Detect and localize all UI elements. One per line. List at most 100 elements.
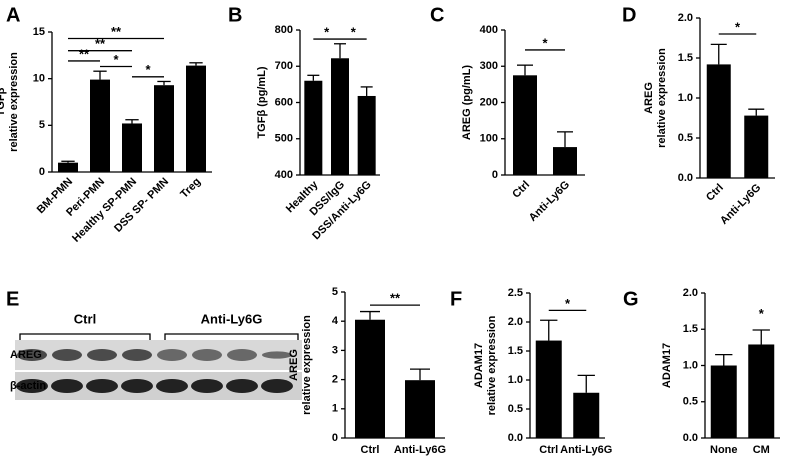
bar — [573, 392, 600, 438]
significance-label: ** — [79, 46, 90, 61]
y-axis-label: AREG — [288, 349, 300, 381]
y-tick-label: 5 — [332, 286, 338, 298]
y-tick-label: 2.0 — [508, 316, 523, 328]
y-tick-label: 0.0 — [678, 172, 693, 184]
blot-band — [156, 379, 188, 393]
y-tick-label: 500 — [275, 133, 293, 145]
bar — [304, 80, 323, 175]
x-tick-label: Anti-Ly6G — [394, 444, 446, 456]
y-tick-label: 1.5 — [683, 323, 698, 335]
group-label: Anti-Ly6G — [201, 311, 263, 326]
y-tick-label: 1.0 — [678, 92, 693, 104]
y-axis-label: relative expression — [301, 315, 313, 415]
blot-band — [87, 349, 117, 361]
y-tick-label: 0 — [332, 432, 338, 444]
significance-label: * — [324, 25, 330, 40]
significance-label: ** — [111, 24, 122, 39]
y-axis-label: TGFβ — [0, 87, 7, 116]
y-tick-label: 1.5 — [678, 52, 693, 64]
x-tick-label: Anti-Ly6G — [527, 179, 572, 224]
y-tick-label: 3 — [332, 344, 338, 356]
blot-band — [157, 349, 187, 361]
bar — [744, 115, 769, 178]
x-tick-label: Treg — [178, 176, 203, 201]
bar — [154, 85, 174, 172]
significance-label: * — [759, 306, 765, 321]
panel-letter: G — [623, 288, 639, 310]
panel-letter: D — [622, 4, 636, 26]
y-tick-label: 4 — [332, 315, 339, 327]
significance-label: ** — [95, 36, 106, 51]
significance-label: ** — [390, 291, 401, 306]
y-tick-label: 2.5 — [508, 287, 523, 299]
y-tick-label: 0 — [492, 169, 498, 181]
bar — [706, 64, 731, 178]
blot-image — [15, 340, 302, 400]
x-tick-label: CM — [753, 444, 770, 456]
x-tick-label: Ctrl — [704, 182, 726, 204]
group-label: Ctrl — [74, 311, 96, 326]
y-axis-label: AREG — [643, 82, 655, 114]
y-tick-label: 0.0 — [683, 432, 698, 444]
blot-band — [121, 379, 153, 393]
significance-label: * — [351, 25, 357, 40]
bar — [122, 123, 142, 172]
bar — [513, 75, 537, 175]
y-axis-label: relative expression — [486, 315, 498, 415]
y-axis-label: ADAM17 — [473, 343, 485, 388]
bar — [355, 319, 385, 438]
significance-label: * — [735, 19, 741, 34]
bar — [748, 344, 775, 438]
y-tick-label: 5 — [39, 119, 45, 131]
y-tick-label: 0.5 — [508, 403, 523, 415]
y-tick-label: 400 — [480, 24, 498, 36]
row-label: β-actin — [10, 380, 46, 392]
significance-label: * — [565, 296, 571, 311]
blot-band — [191, 379, 223, 393]
y-tick-label: 0.5 — [678, 132, 693, 144]
y-tick-label: 1.0 — [683, 359, 698, 371]
y-axis-label: relative expression — [8, 52, 20, 152]
y-tick-label: 300 — [480, 60, 498, 72]
y-tick-label: 0 — [39, 166, 45, 178]
panel-letter: C — [430, 4, 444, 26]
y-axis-label: AREG (pg/mL) — [461, 65, 473, 140]
bar — [535, 340, 562, 438]
blot-band — [51, 379, 83, 393]
y-tick-label: 15 — [33, 26, 45, 38]
x-tick-label: None — [710, 444, 738, 456]
y-tick-label: 400 — [275, 169, 293, 181]
bar — [90, 79, 110, 172]
significance-label: * — [145, 62, 151, 77]
panel-letter: A — [6, 4, 20, 26]
blot-band — [86, 379, 118, 393]
group-bracket — [164, 333, 299, 340]
x-tick-label: Anti-Ly6G — [560, 444, 612, 456]
blot-band — [16, 379, 48, 393]
y-axis-label: relative expression — [656, 48, 668, 148]
y-tick-label: 2.0 — [678, 12, 693, 24]
blot-band — [262, 351, 292, 359]
row-label: AREG — [10, 349, 42, 361]
group-bracket — [19, 333, 151, 340]
y-tick-label: 2.0 — [683, 287, 698, 299]
y-tick-label: 100 — [480, 133, 498, 145]
bar — [58, 162, 78, 172]
panel-letter: F — [450, 288, 462, 310]
panel-letter: E — [6, 288, 19, 310]
x-tick-label: Ctrl — [361, 444, 380, 456]
significance-label: * — [113, 52, 119, 67]
blot-band — [226, 379, 258, 393]
blot-band — [227, 349, 257, 361]
bar — [186, 65, 206, 172]
bar — [357, 95, 376, 175]
y-tick-label: 1 — [332, 403, 338, 415]
bar — [331, 58, 349, 175]
y-tick-label: 1.0 — [508, 374, 523, 386]
y-tick-label: 2 — [332, 374, 338, 386]
bar — [710, 365, 737, 438]
y-axis-label: ADAM17 — [661, 343, 673, 388]
significance-label: * — [542, 35, 548, 50]
y-axis-label: TGFβ (pg/mL) — [256, 66, 268, 138]
